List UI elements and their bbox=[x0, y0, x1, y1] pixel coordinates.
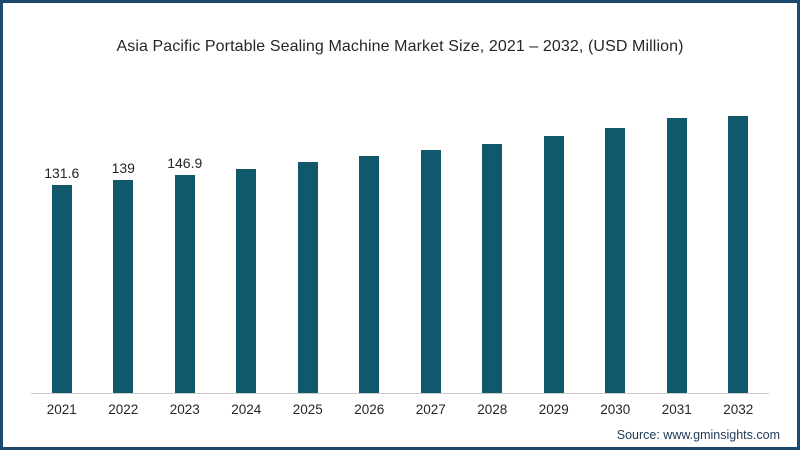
x-tick-2021: 2021 bbox=[46, 402, 77, 417]
x-tick-2022: 2022 bbox=[108, 402, 139, 417]
bar-2031 bbox=[666, 118, 687, 394]
x-tick-2028: 2028 bbox=[477, 402, 508, 417]
bar-value-label-2022: 139 bbox=[111, 160, 135, 176]
x-tick-2027: 2027 bbox=[415, 402, 446, 417]
bar-2022 bbox=[113, 180, 134, 394]
chart-title: Asia Pacific Portable Sealing Machine Ma… bbox=[116, 38, 684, 55]
bar-2021 bbox=[51, 185, 72, 394]
x-tick-2030: 2030 bbox=[600, 402, 631, 417]
x-tick-2031: 2031 bbox=[661, 402, 692, 417]
bar-column-2022: 139 bbox=[93, 98, 155, 394]
bar-value-label-2021: 131.6 bbox=[44, 165, 80, 181]
bar-2023 bbox=[174, 175, 195, 394]
bar-column-2021: 131.6 bbox=[31, 98, 93, 394]
x-tick-2032: 2032 bbox=[723, 402, 754, 417]
bar-2032 bbox=[728, 116, 749, 394]
bar-2026 bbox=[359, 156, 380, 394]
bar-column-2025 bbox=[277, 98, 339, 394]
bar-column-2028 bbox=[462, 98, 524, 394]
bar-2027 bbox=[420, 150, 441, 394]
bar-column-2023: 146.9 bbox=[154, 98, 216, 394]
bar-column-2027 bbox=[400, 98, 462, 394]
source-note: Source: www.gminsights.com bbox=[616, 428, 780, 442]
bar-column-2031 bbox=[646, 98, 708, 394]
x-tick-2025: 2025 bbox=[292, 402, 323, 417]
bar-2025 bbox=[297, 162, 318, 394]
x-tick-2026: 2026 bbox=[354, 402, 385, 417]
x-tick-2023: 2023 bbox=[169, 402, 200, 417]
x-axis-labels: 2021 2022 2023 2024 2025 2026 2027 2028 2029 2030… bbox=[31, 402, 769, 417]
bar-column-2026 bbox=[339, 98, 401, 394]
bar-2024 bbox=[236, 169, 257, 394]
bar-2028 bbox=[482, 144, 503, 394]
bar-2030 bbox=[605, 128, 626, 394]
bar-value-label-2023: 146.9 bbox=[167, 155, 203, 171]
bar-column-2029 bbox=[523, 98, 585, 394]
bar-2029 bbox=[543, 136, 564, 394]
x-tick-2029: 2029 bbox=[538, 402, 569, 417]
x-tick-2024: 2024 bbox=[231, 402, 262, 417]
bar-column-2030 bbox=[585, 98, 647, 394]
bar-column-2032 bbox=[708, 98, 770, 394]
bars-row: 131.6 139 146.9 bbox=[31, 98, 769, 394]
x-axis-line bbox=[31, 393, 769, 394]
bar-column-2024 bbox=[216, 98, 278, 394]
